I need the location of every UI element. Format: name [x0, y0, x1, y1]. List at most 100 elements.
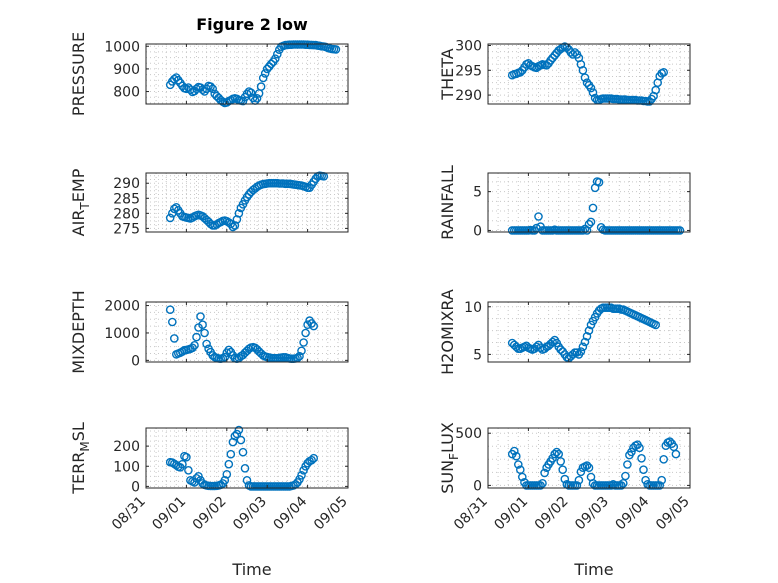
subplot-8-point [538, 478, 547, 488]
subplot-7-point [232, 429, 242, 439]
subplot-7-point [192, 473, 201, 483]
subplot-2-point [568, 50, 578, 59]
subplot-5-ytick-label: 1000 [104, 326, 140, 342]
subplot-7-frame [145, 427, 349, 489]
subplot-4-point [586, 217, 596, 227]
subplot-8-point [582, 461, 592, 470]
subplot-8-point [556, 457, 566, 466]
subplot-3-ytick-label: 280 [113, 206, 140, 222]
subplot-1-point [192, 84, 201, 94]
subplot-7-point [178, 459, 187, 469]
subplot-8-point [536, 481, 545, 490]
subplot-7-xtick-label: 09/05 [311, 494, 351, 534]
subplot-8-point [671, 449, 681, 459]
subplot-6-point [584, 326, 594, 335]
subplot-1-point [272, 49, 282, 59]
subplot-1-frame [145, 43, 349, 105]
subplot-5-point [301, 328, 310, 338]
subplot-5-point [192, 332, 201, 342]
subplot-7-point [307, 455, 316, 465]
subplot-6-ytick-label: 10 [464, 300, 482, 316]
subplot-5-point [224, 345, 234, 355]
subplot-8-point [572, 481, 582, 490]
subplot-6-point [578, 342, 588, 352]
subplot-8-xtick-label: 09/04 [613, 493, 653, 533]
subplot-8-point [641, 475, 650, 485]
subplot-8-point [540, 468, 549, 478]
subplot-2-point [580, 73, 590, 82]
subplot-8-point [659, 454, 669, 464]
subplot-1-point [186, 85, 195, 94]
subplot-8-ytick-label: 500 [455, 426, 482, 442]
subplot-3-point [206, 219, 215, 229]
subplot-4-point [578, 226, 588, 235]
subplot-2-point [582, 78, 592, 87]
subplot-8-frame [487, 427, 691, 489]
subplot-8-xtick-label: 08/31 [451, 494, 491, 534]
subplot-8-point [560, 474, 570, 484]
subplot-7-point [224, 459, 234, 469]
subplot-1-point [208, 84, 217, 94]
subplot-4-point [534, 212, 543, 221]
subplot-8-point [639, 465, 648, 475]
subplot-5-point [244, 344, 254, 354]
subplot-2-point [586, 83, 596, 93]
subplot-5-point [167, 317, 177, 327]
subplot-8-xtick-label: 09/03 [572, 494, 612, 534]
subplot-8-point [550, 449, 560, 459]
subplot-3-ylabel: AIRTEMP [69, 168, 92, 236]
subplot-5-point [190, 340, 199, 350]
subplot-6-point [651, 320, 661, 330]
subplot-8-point [512, 451, 521, 461]
subplot-2-ytick-label: 295 [455, 63, 482, 79]
subplot-7-point [226, 449, 236, 459]
subplot-4-ylabel: RAINFALL [438, 165, 457, 240]
subplot-6-frame [487, 301, 691, 363]
subplot-1-point [242, 89, 252, 99]
subplot-8-point [623, 460, 632, 469]
subplot-6-point [582, 331, 592, 341]
subplot-7-point [295, 474, 304, 484]
subplot-2-point [516, 68, 525, 77]
subplot-5-point [220, 352, 230, 362]
subplot-7-xtick-label: 09/03 [230, 494, 270, 534]
subplot-8-point [584, 463, 594, 473]
subplot-5-point [198, 320, 207, 330]
subplot-7-point [240, 463, 250, 473]
subplot-5-point [196, 312, 205, 321]
subplot-3-ytick-label: 290 [113, 176, 140, 192]
subplot-7-xtick-label: 09/04 [271, 493, 311, 533]
subplot-8-point [621, 471, 630, 481]
subplot-3-point [234, 208, 244, 218]
subplot-1-point [169, 74, 179, 84]
subplot-1-point [331, 45, 341, 54]
subplot-4-point [530, 226, 539, 235]
subplot-8-xtick-label: 09/05 [653, 494, 693, 534]
subplot-2-ytick-label: 300 [455, 38, 482, 54]
subplot-5-frame [145, 301, 349, 363]
subplot-8-point [665, 437, 675, 446]
subplot-7-point [299, 465, 308, 475]
subplot-5-point [299, 338, 308, 347]
subplot-1-ytick-label: 800 [113, 85, 140, 101]
subplot-6-point [536, 343, 545, 353]
subplot-7-point [236, 435, 246, 445]
subplot-8-point [514, 460, 523, 469]
subplot-8-point [518, 472, 527, 482]
subplot-2-point [546, 56, 555, 65]
subplot-8-xtick-label: 09/01 [491, 494, 531, 534]
subplot-7-xtick-label: 09/01 [149, 494, 189, 534]
subplot-2-ytick-label: 290 [455, 88, 482, 104]
subplot-1-ylabel: PRESSURE [69, 32, 88, 116]
subplot-8-point [576, 467, 586, 477]
subplot-6-point [512, 342, 521, 352]
subplot-7-point [184, 465, 193, 475]
subplot-3-ytick-label: 275 [113, 221, 140, 237]
subplot-7-point [230, 431, 240, 441]
subplot-5-point [188, 343, 197, 353]
subplot-2-point [570, 48, 580, 57]
subplot-7-ytick-label: 0 [131, 479, 140, 495]
subplot-8-point [627, 447, 636, 457]
subplot-2-ylabel: THETA [438, 48, 457, 100]
